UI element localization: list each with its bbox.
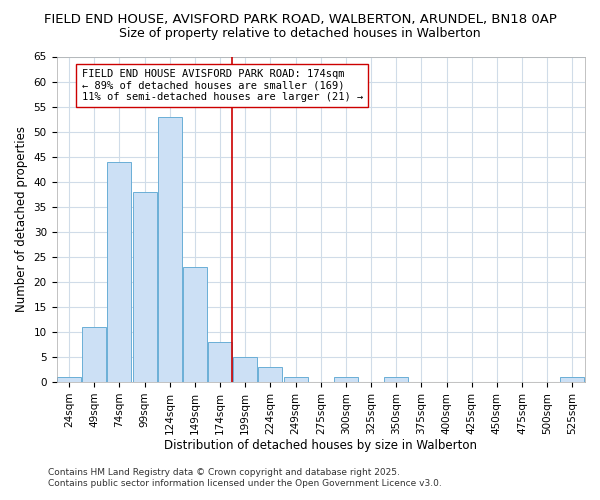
Bar [57, 377, 81, 382]
Text: FIELD END HOUSE, AVISFORD PARK ROAD, WALBERTON, ARUNDEL, BN18 0AP: FIELD END HOUSE, AVISFORD PARK ROAD, WAL… [44, 12, 556, 26]
Y-axis label: Number of detached properties: Number of detached properties [15, 126, 28, 312]
Bar [208, 342, 232, 382]
Bar [133, 192, 157, 382]
Bar [560, 377, 584, 382]
Bar [334, 377, 358, 382]
Bar [158, 116, 182, 382]
Text: Size of property relative to detached houses in Walberton: Size of property relative to detached ho… [119, 28, 481, 40]
Bar [82, 327, 106, 382]
Bar [183, 267, 207, 382]
Bar [284, 377, 308, 382]
Text: FIELD END HOUSE AVISFORD PARK ROAD: 174sqm
← 89% of detached houses are smaller : FIELD END HOUSE AVISFORD PARK ROAD: 174s… [82, 69, 363, 102]
Text: Contains HM Land Registry data © Crown copyright and database right 2025.
Contai: Contains HM Land Registry data © Crown c… [48, 468, 442, 487]
X-axis label: Distribution of detached houses by size in Walberton: Distribution of detached houses by size … [164, 440, 477, 452]
Bar [259, 367, 283, 382]
Bar [107, 162, 131, 382]
Bar [385, 377, 408, 382]
Bar [233, 357, 257, 382]
